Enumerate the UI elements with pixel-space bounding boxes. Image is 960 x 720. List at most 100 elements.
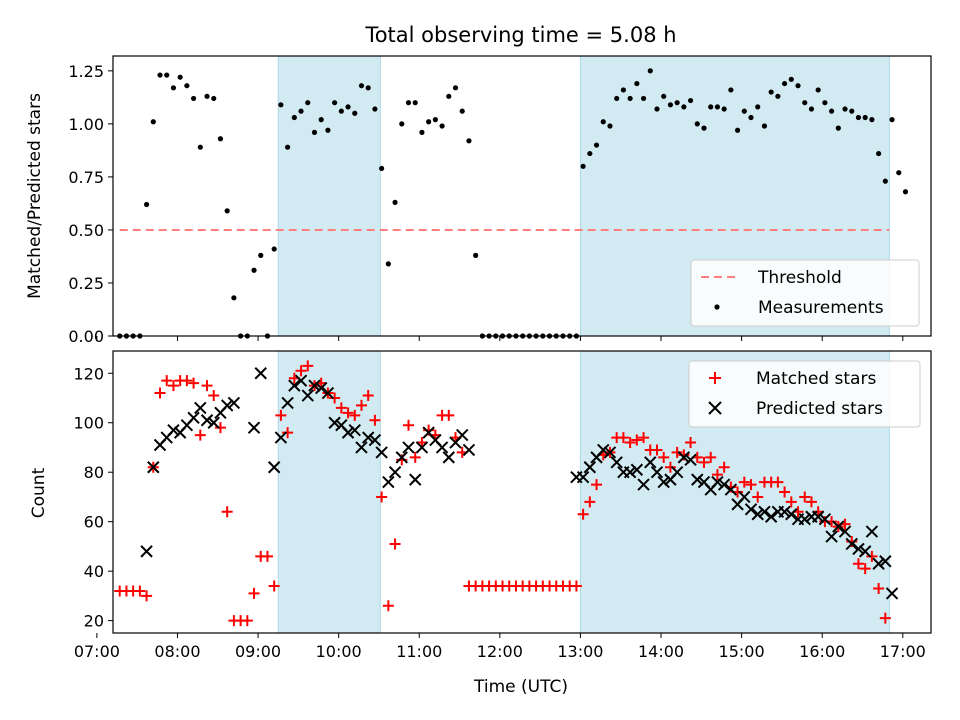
x-tick-label: 08:00: [154, 642, 200, 661]
predicted-star-point: [368, 433, 382, 447]
x-tick-label: 12:00: [477, 642, 523, 661]
matched-star-point: [705, 451, 717, 463]
measurement-point: [285, 144, 291, 150]
predicted-star-point: [294, 374, 308, 387]
measurement-point: [600, 119, 606, 125]
bottom-plot: 07:00 08:00 09:00 10:00 11:00 12:00 13:00 14:00…: [73, 350, 932, 661]
measurement-point: [466, 138, 472, 144]
measurement-point: [889, 117, 895, 123]
measurement-point: [291, 114, 297, 121]
predicted-star-point: [442, 451, 456, 464]
measurement-point: [634, 80, 640, 87]
measurement-point: [580, 163, 586, 169]
predicted-star-point: [140, 545, 153, 558]
measurement-point: [251, 267, 257, 273]
measurement-point: [332, 100, 338, 106]
predicted-star-point: [657, 475, 670, 489]
predicted-star-point: [717, 478, 731, 491]
matched-star-point: [584, 496, 596, 508]
series-predicted-stars: [140, 367, 899, 600]
matched-star-point: [671, 446, 683, 458]
matched-star-point: [617, 432, 629, 444]
predicted-star-point: [409, 473, 422, 486]
measurement-point: [318, 117, 324, 123]
measurement-point: [667, 102, 674, 108]
matched-star-point: [141, 590, 153, 602]
measurement-point: [419, 129, 425, 135]
measurement-point: [835, 125, 841, 131]
matched-star-point: [248, 587, 260, 599]
matched-star-point: [241, 615, 253, 627]
measurement-point: [164, 72, 170, 78]
measurement-point: [761, 123, 768, 129]
predicted-star-point: [744, 503, 758, 516]
measurement-point: [614, 95, 620, 102]
matched-star-point: [685, 437, 697, 449]
measurement-point: [768, 89, 774, 95]
measurement-point: [358, 83, 365, 89]
predicted-star-point: [811, 510, 825, 523]
measurement-point: [607, 123, 613, 129]
predicted-star-point: [375, 446, 388, 459]
matched-star-point: [779, 486, 791, 498]
measurement-point: [714, 104, 721, 110]
predicted-star-point: [220, 399, 234, 412]
measurement-point: [876, 150, 882, 157]
measurement-point: [311, 129, 318, 135]
y-tick-label: 1.25: [68, 62, 104, 81]
matched-star-point: [651, 444, 663, 456]
measurement-point: [452, 85, 459, 91]
measurement-point: [862, 114, 868, 121]
predicted-star-point: [321, 386, 335, 400]
measurement-point: [855, 114, 862, 121]
measurement-point: [829, 108, 835, 114]
predicted-star-point: [187, 411, 200, 424]
y-tick-label: 80: [84, 463, 104, 482]
matched-star-point: [638, 432, 650, 444]
measurement-point: [325, 127, 331, 133]
predicted-star-point: [308, 379, 321, 392]
matched-star-point: [772, 476, 784, 488]
series-matched-stars: [114, 360, 891, 627]
top-plot: 0.00 0.25 0.50 0.75 1.00 1.25 Threshold Measure…: [68, 55, 932, 346]
predicted-star-point: [845, 537, 858, 551]
predicted-star-point: [597, 443, 610, 457]
matched-star-point: [161, 375, 173, 387]
matched-star-point: [349, 409, 361, 421]
legend-predicted-swatch: [708, 401, 722, 415]
measurement-point: [365, 85, 371, 91]
measurement-point: [190, 95, 197, 102]
predicted-star-point: [865, 525, 879, 538]
measurement-point: [661, 93, 667, 99]
predicted-star-point: [724, 483, 738, 496]
x-tick-label: 11:00: [396, 642, 442, 661]
matched-star-point: [570, 580, 582, 592]
predicted-star-point: [281, 396, 294, 410]
measurement-point: [741, 108, 747, 114]
x-axis-label: Time (UTC): [473, 677, 568, 697]
legend-box: [688, 360, 921, 428]
matched-star-point: [752, 491, 764, 503]
matched-star-point: [208, 390, 220, 402]
measurement-point: [197, 144, 203, 150]
predicted-star-point: [348, 423, 361, 437]
predicted-star-point: [858, 545, 872, 558]
y-tick-label: 120: [73, 364, 104, 383]
measurement-point: [687, 97, 694, 104]
predicted-star-point: [314, 381, 328, 395]
measurement-point: [157, 72, 163, 78]
measurement-point: [681, 104, 687, 110]
measurement-point: [439, 123, 445, 129]
predicted-star-point: [147, 461, 160, 474]
measurement-point: [177, 74, 183, 80]
measurement-point: [674, 100, 680, 106]
matched-star-point: [718, 461, 730, 473]
shaded-interval-1: [277, 55, 381, 337]
measurement-point: [708, 104, 714, 110]
legend-label: Measurements: [758, 298, 884, 318]
predicted-star-point: [388, 466, 402, 479]
measurement-point: [211, 95, 217, 102]
x-tick-label: 16:00: [799, 642, 845, 661]
matched-star-point: [382, 600, 394, 612]
